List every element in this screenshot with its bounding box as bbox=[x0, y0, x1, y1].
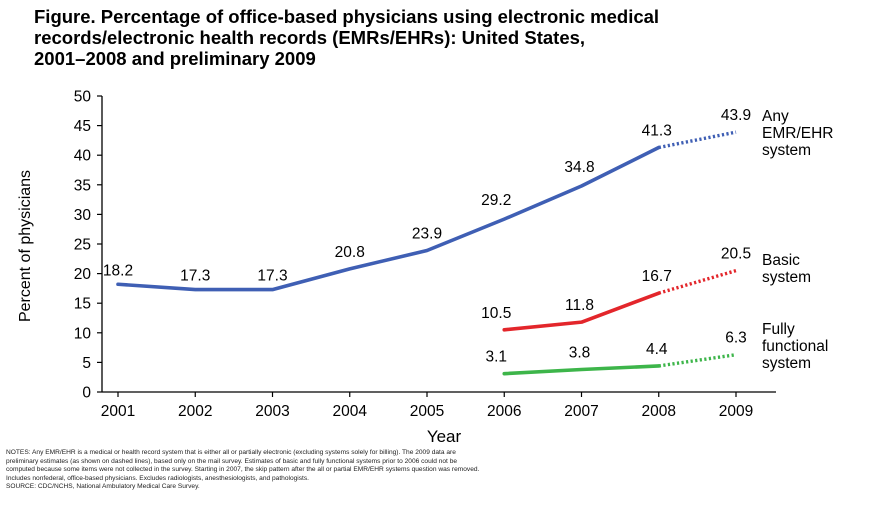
series-name-line: Fully bbox=[762, 321, 795, 338]
y-axis-title: Percent of physicians bbox=[17, 170, 34, 322]
data-label: 23.9 bbox=[412, 226, 442, 243]
series-name-line: EMR/EHR bbox=[762, 125, 833, 142]
x-tick-label: 2006 bbox=[487, 403, 521, 420]
chart-title-line: 2001–2008 and preliminary 2009 bbox=[34, 48, 316, 69]
y-tick-label: 45 bbox=[74, 118, 91, 135]
data-label: 10.5 bbox=[481, 305, 511, 322]
x-tick-label: 2003 bbox=[255, 403, 289, 420]
y-tick-label: 15 bbox=[74, 296, 91, 313]
x-axis-title: Year bbox=[427, 427, 462, 446]
notes-line: computed because some items were not col… bbox=[6, 466, 480, 474]
series-line bbox=[116, 145, 661, 292]
y-tick-label: 25 bbox=[74, 237, 91, 254]
series-preliminary-segment bbox=[658, 353, 737, 368]
axes-layer: 0 5 10 15 20 25 30 35 40 45 50 2001 2002 2003 2004 2005… bbox=[17, 89, 776, 446]
y-tick-label: 40 bbox=[74, 148, 92, 165]
x-tick-label: 2009 bbox=[719, 403, 753, 420]
data-label: 20.5 bbox=[721, 246, 751, 263]
series-name-line: system bbox=[762, 355, 811, 372]
labels-layer: 18.2 17.3 17.3 20.8 23.9 29.2 34.8 41.3 43.9 Any E… bbox=[103, 107, 834, 372]
series-name-line: functional bbox=[762, 338, 828, 355]
data-label: 11.8 bbox=[565, 297, 594, 314]
x-tick-label: 2005 bbox=[410, 403, 444, 420]
data-label: 18.2 bbox=[103, 262, 133, 279]
series-preliminary-segment bbox=[658, 130, 737, 150]
series-layer bbox=[116, 130, 737, 376]
x-tick-label: 2008 bbox=[642, 403, 676, 420]
data-label: 41.3 bbox=[642, 123, 672, 140]
data-label: 16.7 bbox=[642, 268, 672, 285]
notes-line: NOTES: Any EMR/EHR is a medical or healt… bbox=[6, 449, 456, 456]
source-line: SOURCE: CDC/NCHS, National Ambulatory Me… bbox=[6, 483, 200, 491]
data-label: 17.3 bbox=[257, 268, 287, 285]
series-name-line: Any bbox=[762, 108, 789, 125]
series-line bbox=[502, 291, 661, 332]
y-tick-label: 50 bbox=[74, 89, 92, 106]
y-tick-label: 0 bbox=[82, 385, 91, 402]
data-label: 4.4 bbox=[646, 341, 668, 358]
chart-title-line: records/electronic health records (EMRs/… bbox=[34, 27, 586, 48]
x-tick-label: 2001 bbox=[101, 403, 135, 420]
data-label: 20.8 bbox=[335, 244, 365, 261]
x-tick-label: 2004 bbox=[333, 403, 368, 420]
notes-line: preliminary estimates (as shown on dashe… bbox=[6, 457, 458, 465]
series-name-label: Fully functional system bbox=[762, 321, 828, 372]
x-tick-label: 2002 bbox=[178, 403, 212, 420]
series-name-line: system bbox=[762, 269, 811, 286]
notes-line: Includes nonfederal, office-based physic… bbox=[6, 474, 310, 482]
x-tick-label: 2007 bbox=[564, 403, 598, 420]
series-name-line: system bbox=[762, 142, 811, 159]
series-line bbox=[502, 364, 661, 376]
data-label: 3.1 bbox=[485, 349, 507, 366]
chart-title-line: Figure. Percentage of office-based physi… bbox=[34, 6, 660, 27]
y-tick-label: 20 bbox=[74, 266, 92, 283]
data-label: 29.2 bbox=[481, 192, 511, 209]
chart-title: Figure. Percentage of office-based physi… bbox=[34, 6, 854, 69]
data-label: 34.8 bbox=[564, 159, 594, 176]
y-tick-label: 5 bbox=[82, 355, 91, 372]
data-label: 6.3 bbox=[725, 330, 747, 347]
y-tick-label: 35 bbox=[74, 177, 91, 194]
y-tick-label: 10 bbox=[74, 325, 92, 342]
y-tick-label: 30 bbox=[74, 207, 92, 224]
data-label: 17.3 bbox=[180, 268, 210, 285]
chart-notes: NOTES: Any EMR/EHR is a medical or healt… bbox=[6, 449, 866, 492]
series-name-line: Basic bbox=[762, 252, 800, 269]
data-label: 3.8 bbox=[569, 345, 591, 362]
data-label: 43.9 bbox=[721, 107, 751, 124]
series-name-label: Basic system bbox=[762, 252, 811, 286]
series-name-label: Any EMR/EHR system bbox=[762, 108, 833, 159]
